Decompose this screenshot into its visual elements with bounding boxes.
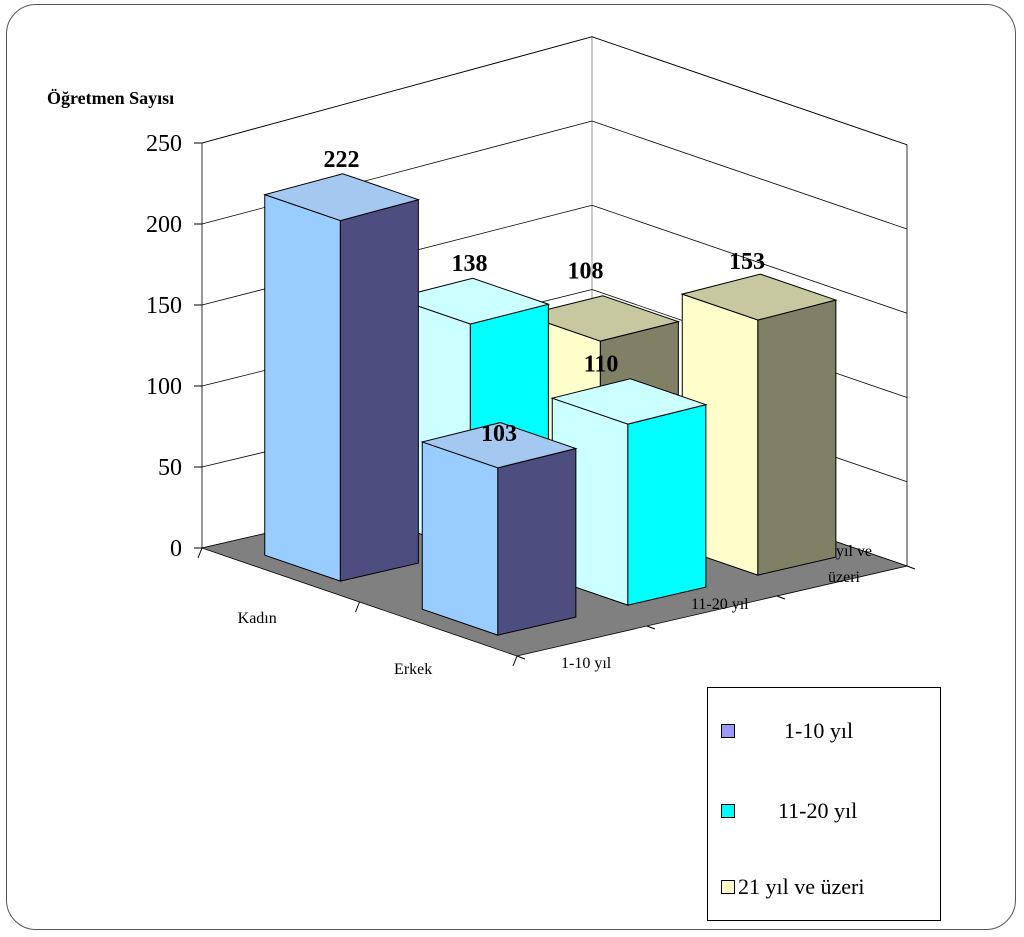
data-label: 108 [568,258,604,284]
y-axis [194,142,202,549]
legend-item: 11-20 yıl [708,796,940,826]
x-tick-label: Kadın [238,610,277,627]
legend-item: 21 yıl ve üzeri [708,872,940,902]
legend-label: 11-20 yıl [778,798,858,823]
legend-swatch [721,804,735,818]
bars [263,173,838,636]
gridline [591,36,908,146]
legend-item: 1-10 yıl [708,716,940,746]
bar-front [264,193,341,582]
bar-side [627,404,707,606]
bar-front [421,441,499,636]
bar-side [339,199,419,582]
bar-top [680,273,838,321]
bar-top [550,378,708,425]
y-tick-label: 250 [146,131,182,157]
y-axis-title: Öğretmen Sayısı [47,88,174,108]
depth-tick-label: üzeri [828,569,861,586]
depth-tick [646,625,656,630]
y-tick-label: 50 [158,455,182,481]
gridline [201,36,593,144]
x-tick-label: Erkek [394,661,432,678]
data-label: 153 [729,249,765,275]
depth-axis [516,565,916,660]
y-tick-label: 200 [146,212,182,238]
depth-tick [776,595,786,600]
legend: 1-10 yıl 11-20 yıl 21 yıl ve üzeri [707,687,941,921]
data-label: 110 [584,351,619,377]
gridline [591,204,908,314]
y-tick-label: 0 [170,536,182,562]
bar-side [757,299,837,576]
data-label: 103 [481,421,517,447]
depth-tick [516,655,526,660]
bar-top [393,277,551,325]
bar [420,422,578,636]
chart-frame [6,4,1016,930]
depth-tick-label: 1-10 yıl [561,655,612,672]
data-label: 222 [324,147,360,173]
data-label: 138 [452,251,488,277]
legend-label: 1-10 yıl [784,718,854,743]
legend-swatch [721,880,735,894]
y-tick-label: 150 [146,293,182,319]
bar-side [497,447,577,636]
gridline [591,120,908,230]
x-tick [197,547,203,559]
bar-top [522,295,681,342]
bar-top [263,173,421,222]
x-axis [197,547,518,667]
depth-tick [906,565,916,570]
depth-tick-label: 11-20 yıl [691,596,749,613]
legend-swatch [721,724,735,738]
y-tick-label: 100 [146,374,182,400]
bar-top [420,422,578,469]
x-tick [355,601,360,613]
legend-label: 21 yıl ve üzeri [738,874,865,899]
bar [263,173,421,582]
x-tick [512,655,518,667]
